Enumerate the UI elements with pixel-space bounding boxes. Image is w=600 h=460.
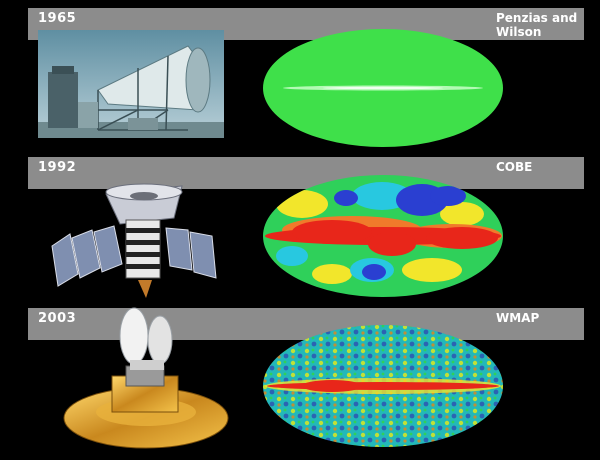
row-year-label: 1965 [38,11,77,26]
cobe-cmb-map-icon [263,175,503,297]
row-year-label: 1992 [38,160,77,175]
row-mission-label: COBE [496,160,533,174]
row-mission-label: Penzias and Wilson [496,11,578,39]
wmap-cmb-map-icon [263,325,503,447]
row-1992-band: 1992 COBE [28,157,584,189]
row-mission-label: WMAP [496,311,540,325]
uniform-cmb-map-icon [263,29,503,147]
cobe-satellite-icon [51,183,217,298]
horn-antenna-icon [38,30,224,138]
wmap-satellite-icon [63,307,229,449]
row-year-label: 2003 [38,311,77,326]
